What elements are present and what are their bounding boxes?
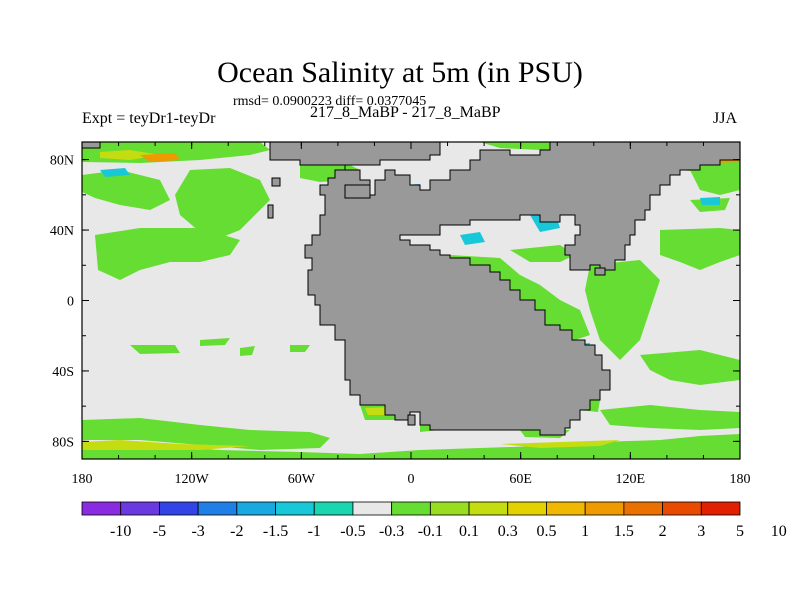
lon-tick-label: 60E — [509, 472, 532, 487]
stats-label: rmsd= 0.0900223 diff= 0.0377045 — [233, 94, 427, 109]
colorbar-swatch — [236, 501, 276, 516]
colorbar-swatch — [584, 501, 625, 516]
colorbar-label: 1 — [581, 523, 589, 540]
colorbar-swatch — [546, 501, 586, 516]
colorbar-label: -1 — [308, 523, 321, 540]
colorbar-label: -0.3 — [379, 523, 404, 540]
colorbar-swatch — [429, 501, 470, 516]
colorbar-swatch — [507, 501, 547, 516]
colorbar-swatch — [352, 501, 393, 516]
colorbar-swatch — [81, 501, 122, 516]
land-island-a — [344, 184, 371, 199]
lon-tick-label: 180 — [72, 472, 93, 487]
colorbar-label: 0.1 — [459, 523, 479, 540]
land-west-continent — [269, 141, 741, 436]
colorbar-label: -0.5 — [340, 523, 365, 540]
experiment-label: Expt = teyDr1-teyDr — [82, 110, 216, 127]
colorbar-label: -2 — [230, 523, 243, 540]
colorbar-swatch — [313, 501, 354, 516]
lat-tick-label: 40S — [52, 365, 74, 380]
colorbar-swatch — [197, 501, 238, 516]
case-label: 217_8_MaBP - 217_8_MaBP — [310, 104, 501, 121]
lat-tick-label: 80S — [52, 435, 74, 450]
axis-labels: 180 120W 60W 0 60E 120E 180 80N 40N 0 40S 80S — [50, 154, 751, 487]
colorbar-swatch — [662, 501, 702, 516]
colorbar-swatch — [623, 501, 663, 516]
colorbar-swatch — [468, 501, 509, 516]
colorbar-swatch — [120, 501, 160, 516]
axis-ticks — [81, 142, 741, 459]
colorbar: -10 -5 -3 -2 -1.5 -1 -0.5 -0.3 -0.1 0.1 0.3 0.5 1 1.5… — [81, 501, 787, 540]
land-island-f — [81, 141, 101, 149]
colorbar-label: -1.5 — [263, 523, 288, 540]
land-island-b — [267, 204, 274, 219]
colorbar-swatch — [275, 501, 315, 516]
lon-tick-label: 180 — [730, 472, 751, 487]
colorbar-label: -0.1 — [418, 523, 443, 540]
lon-tick-label: 120E — [616, 472, 646, 487]
lon-tick-label: 60W — [288, 472, 316, 487]
colorbar-label: 3 — [697, 523, 705, 540]
land-masses — [81, 141, 741, 436]
lat-tick-label: 80N — [50, 154, 74, 169]
colorbar-label: 10 — [771, 523, 787, 540]
lat-tick-label: 0 — [67, 295, 74, 310]
land-island-e — [594, 267, 606, 276]
colorbar-label: 0.5 — [536, 523, 556, 540]
colorbar-label: -10 — [110, 523, 131, 540]
colorbar-swatch — [700, 501, 741, 516]
season-label: JJA — [713, 110, 738, 127]
map-title: Ocean Salinity at 5m (in PSU) — [217, 56, 583, 89]
colorbar-label: 5 — [736, 523, 744, 540]
map-body — [81, 141, 741, 460]
colorbar-swatch — [391, 501, 431, 516]
colorbar-label: 0.3 — [498, 523, 518, 540]
colorbar-swatch — [159, 501, 199, 516]
lon-tick-label: 120W — [175, 472, 210, 487]
lat-tick-label: 40N — [50, 224, 74, 239]
lon-tick-label: 0 — [408, 472, 415, 487]
land-island-d — [407, 414, 416, 426]
colorbar-label: -5 — [153, 523, 166, 540]
colorbar-label: 1.5 — [614, 523, 634, 540]
colorbar-label: -3 — [191, 523, 204, 540]
land-island-c — [271, 177, 281, 187]
colorbar-label: 2 — [659, 523, 667, 540]
